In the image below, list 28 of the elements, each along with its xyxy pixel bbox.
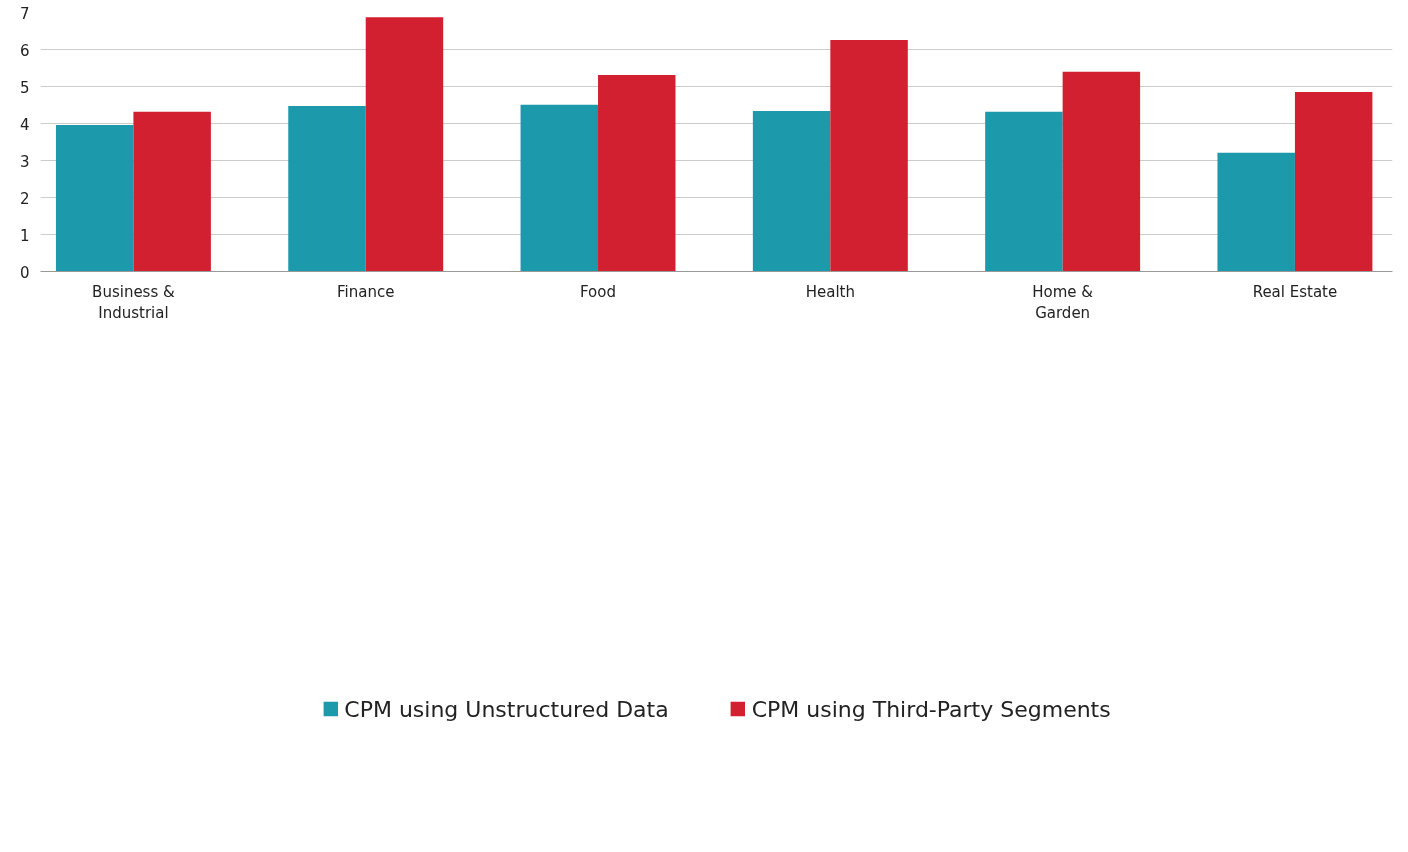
y-tick-label: 6 <box>19 41 30 60</box>
bar <box>830 39 908 272</box>
y-tick-label: 0 <box>19 263 30 282</box>
bar <box>288 106 366 272</box>
bar <box>1062 71 1141 272</box>
bar <box>752 110 831 272</box>
y-tick-label: 7 <box>19 4 30 23</box>
y-tick-label: 4 <box>19 115 30 134</box>
bar <box>1217 152 1295 272</box>
x-tick-label: Home & Garden <box>1032 282 1094 323</box>
bar <box>985 111 1063 272</box>
y-tick-label: 3 <box>19 152 30 171</box>
x-tick-label: Real Estate <box>1252 282 1338 301</box>
bar <box>1294 92 1373 272</box>
bar <box>598 75 676 272</box>
bar <box>55 124 134 272</box>
bar <box>365 17 444 272</box>
y-tick-label: 2 <box>19 189 30 208</box>
legend-label: CPM using Third-Party Segments <box>751 696 1111 722</box>
x-tick-label: Finance <box>337 282 395 301</box>
legend-label: CPM using Unstructured Data <box>344 696 669 722</box>
y-tick-label: 5 <box>19 78 30 97</box>
y-tick-label: 1 <box>19 226 30 245</box>
x-tick-label: Food <box>580 282 617 301</box>
bar <box>133 111 211 272</box>
x-tick-label: Business & Industrial <box>92 282 176 323</box>
x-tick-label: Health <box>805 282 855 301</box>
bar <box>520 104 599 272</box>
